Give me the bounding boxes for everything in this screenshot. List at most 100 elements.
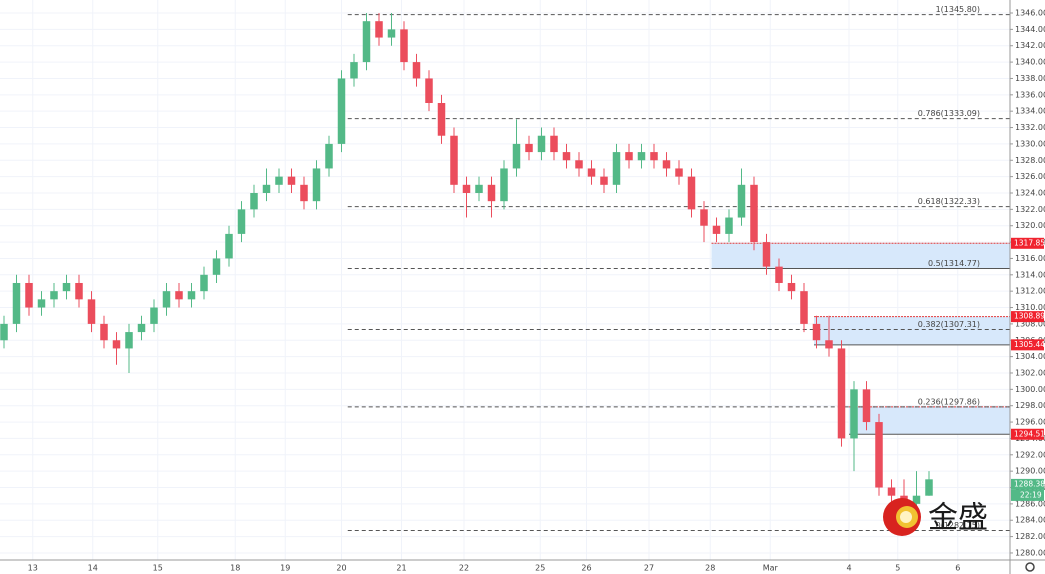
fib-label: 0(1282.75) [936, 521, 980, 530]
y-tick-label: 1296.00 [1015, 418, 1045, 427]
price-tag [1011, 478, 1044, 490]
y-tick-label: 1330.00 [1015, 139, 1045, 148]
candle-body [137, 323, 146, 333]
candle-body [400, 29, 408, 63]
y-tick-label: 1316.00 [1015, 254, 1045, 263]
candle-body [200, 274, 208, 292]
candle-body [150, 307, 158, 324]
candle-body [125, 332, 133, 349]
candle-body [162, 291, 171, 308]
candle-body [325, 143, 333, 169]
settings-icon[interactable] [1025, 562, 1035, 572]
candle [337, 70, 346, 153]
candle-body [912, 495, 921, 504]
gear[interactable] [1025, 562, 1035, 572]
y-tick-label: 1304.00 [1015, 352, 1045, 361]
candle-body [112, 340, 121, 349]
candle-body [75, 282, 83, 300]
candle [737, 168, 746, 226]
logo-core [900, 511, 912, 523]
candle [137, 315, 146, 341]
candle-body [25, 282, 33, 308]
candle [437, 94, 446, 144]
candle-body [712, 225, 721, 234]
candle [600, 168, 608, 193]
candle-body [287, 176, 296, 185]
candle-body [925, 479, 933, 496]
candle [287, 168, 296, 193]
candle [262, 168, 271, 202]
candle-body [762, 242, 771, 267]
candle-body [587, 168, 596, 177]
y-tick-label: 1332.00 [1015, 123, 1045, 132]
price-tag [1011, 237, 1044, 249]
candle-body [212, 258, 221, 275]
y-tick-label: 1310.00 [1015, 303, 1045, 312]
price-tag-label: 1294.51 [1014, 429, 1045, 438]
candle-body [312, 168, 321, 202]
price-tag-label: 1317.85 [1014, 238, 1045, 247]
fib-label: 0.236(1297.86) [918, 397, 980, 406]
candle-body [300, 184, 308, 202]
candle [412, 53, 421, 87]
candle-body [62, 282, 71, 292]
candle-body [387, 29, 396, 38]
y-tick-label: 1338.00 [1015, 74, 1045, 83]
candle [812, 315, 821, 349]
candle [800, 282, 808, 333]
y-tick-label: 1302.00 [1015, 368, 1045, 377]
y-tick-label: 1282.00 [1015, 532, 1045, 541]
y-tick-label: 1342.00 [1015, 41, 1045, 50]
candle-body [750, 184, 758, 243]
candle-body [787, 282, 796, 292]
candle-body [100, 323, 108, 341]
candle-body [187, 291, 196, 300]
candle [275, 168, 283, 193]
fib-label: 0.5(1314.77) [928, 259, 980, 268]
candle [850, 381, 858, 472]
candle-body [175, 291, 183, 300]
candle [650, 143, 658, 169]
candle-body [625, 152, 633, 161]
candle-body [837, 348, 846, 439]
candle-body [575, 160, 583, 169]
candle [612, 143, 621, 193]
zone [814, 316, 1010, 345]
price-tag [1011, 339, 1044, 351]
watermark-logo: 金盛 [883, 498, 988, 536]
candle [225, 225, 233, 267]
candle [312, 160, 321, 210]
candle [200, 266, 208, 300]
x-tick-label: 21 [396, 564, 406, 573]
candle [125, 323, 133, 373]
candle [562, 143, 571, 169]
candle [775, 258, 783, 292]
y-tick-label: 1324.00 [1015, 188, 1045, 197]
candle-body [425, 78, 433, 104]
x-tick-label: 28 [705, 564, 715, 573]
y-tick-label: 1334.00 [1015, 107, 1045, 116]
x-tick-label: 4 [846, 564, 851, 573]
candle-body [350, 62, 358, 79]
candle [825, 315, 833, 357]
x-tick-label: 19 [280, 564, 290, 573]
x-tick-label: 6 [955, 564, 960, 573]
x-tick-label: 25 [535, 564, 545, 573]
candle [925, 471, 933, 496]
candle-body [875, 422, 883, 488]
y-tick-label: 1336.00 [1015, 90, 1045, 99]
fib-label: 0.786(1333.09) [918, 109, 980, 118]
candle [687, 168, 696, 218]
candle [575, 152, 583, 177]
candle-body [500, 168, 508, 202]
y-tick-label: 1280.00 [1015, 548, 1045, 557]
candle [487, 176, 496, 218]
candle-body [775, 266, 783, 283]
candle-body [262, 184, 271, 193]
candle [525, 135, 533, 161]
candle-body [375, 21, 383, 38]
y-tick-label: 1290.00 [1015, 467, 1045, 476]
candle [350, 53, 358, 87]
candle [187, 282, 196, 308]
candle [0, 315, 8, 349]
